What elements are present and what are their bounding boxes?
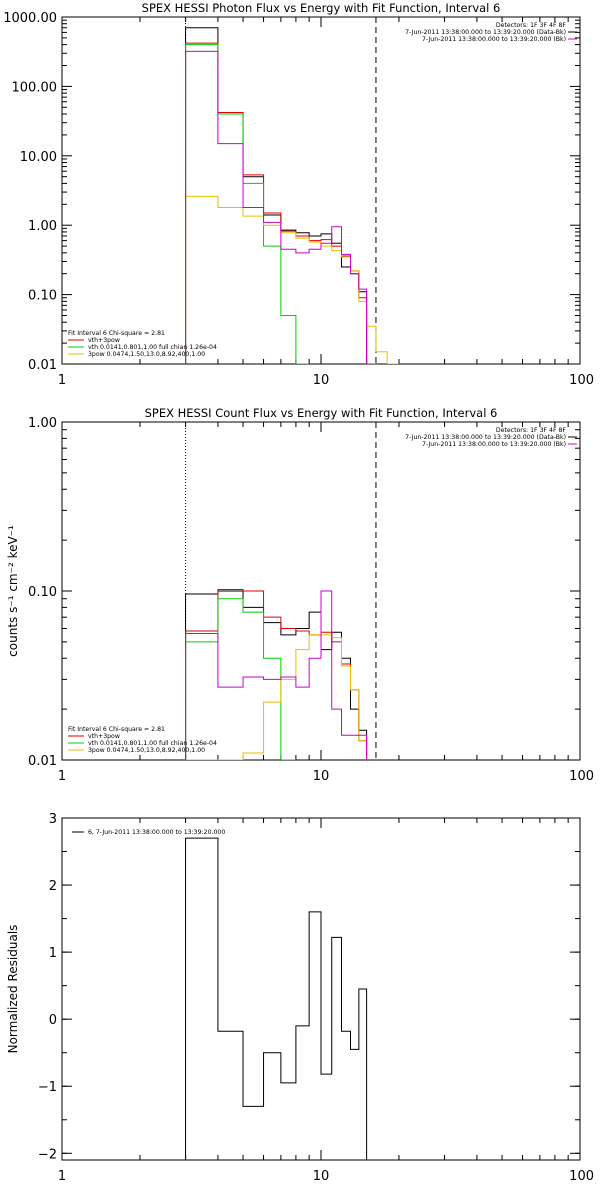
legend-entry: vth+3pow — [88, 337, 120, 344]
legend-entry: 6, 7-Jun-2011 13:38:00.000 to 13:39:20.0… — [88, 829, 225, 836]
series-0-histogram — [185, 590, 368, 760]
y-tick-label: 1000.00 — [3, 11, 57, 26]
y-tick-label: 100.00 — [12, 80, 58, 95]
annotation-line: Detectors: 1F 3F 4F 8F — [496, 22, 567, 29]
series-group — [185, 27, 399, 364]
annotation-line: 7-Jun-2011 13:38:00.000 to 13:39:20.000 … — [422, 36, 566, 43]
legend-entry: 3pow 0.0474,1.50,13.0,8.92,400,1.00 — [88, 351, 205, 358]
count-flux-panel: SPEX HESSI Count Flux vs Energy with Fit… — [6, 406, 594, 784]
plot-frame — [61, 16, 581, 365]
y-tick-label: 0 — [49, 1013, 57, 1028]
x-tick-label: 1 — [58, 1169, 66, 1184]
series-1-histogram — [185, 589, 368, 760]
x-tick-label: 1 — [58, 769, 66, 784]
y-tick-label: −1 — [38, 1080, 57, 1095]
series-4-histogram — [185, 50, 376, 364]
x-tick-label: 100 — [569, 1169, 594, 1184]
y-tick-label: 1.00 — [28, 219, 57, 234]
series-group — [185, 589, 368, 760]
series-group — [185, 837, 368, 1160]
y-tick-label: 3 — [49, 812, 57, 827]
chart-title: SPEX HESSI Count Flux vs Energy with Fit… — [145, 406, 498, 420]
y-tick-label: 0.01 — [28, 754, 57, 769]
x-tick-label: 100 — [569, 373, 594, 388]
series-3-histogram — [185, 634, 368, 760]
legend-entry: vth 0.0141,0.801,1.00 full chian 1.26e-0… — [88, 344, 217, 351]
y-tick-label: 2 — [49, 879, 57, 894]
y-tick-label: 0.01 — [28, 358, 57, 373]
y-axis-label: counts s⁻¹ cm⁻² keV⁻¹ — [6, 525, 20, 657]
legend-entry: vth+3pow — [88, 733, 120, 740]
series-2-histogram — [185, 44, 310, 364]
x-tick-label: 10 — [313, 1169, 330, 1184]
series-0-histogram — [185, 27, 368, 364]
series-4-histogram — [185, 590, 368, 760]
y-tick-label: 10.00 — [20, 150, 57, 165]
legend-entry: 3pow 0.0474,1.50,13.0,8.92,400,1.00 — [88, 747, 205, 754]
annotation-line: 7-Jun-2011 13:38:00.000 to 13:39:20.000 … — [405, 29, 566, 36]
y-tick-label: 1 — [49, 946, 57, 961]
annotation-line: 7-Jun-2011 13:38:00.000 to 13:39:20.000 … — [405, 434, 566, 441]
y-tick-label: 0.10 — [28, 585, 57, 600]
x-tick-label: 1 — [58, 373, 66, 388]
x-tick-label: 100 — [569, 769, 594, 784]
x-tick-label: 10 — [313, 769, 330, 784]
legend-header: Fit Interval 6 Chi-square = 2.81 — [68, 726, 165, 733]
series-0-histogram — [185, 837, 368, 1160]
chart-title: SPEX HESSI Photon Flux vs Energy with Fi… — [142, 1, 501, 15]
x-tick-label: 10 — [313, 373, 330, 388]
legend-header: Fit Interval 6 Chi-square = 2.81 — [68, 330, 165, 337]
y-tick-label: 0.10 — [28, 289, 57, 304]
y-tick-label: −2 — [38, 1147, 57, 1162]
legend-entry: vth 0.0141,0.801,1.00 full chian 1.26e-0… — [88, 740, 217, 747]
y-axis-label: Normalized Residuals — [6, 925, 20, 1054]
annotation-line: 7-Jun-2011 13:38:00.000 to 13:39:20.000 … — [422, 441, 566, 448]
annotation-line: Detectors: 1F 3F 4F 8F — [496, 427, 567, 434]
y-tick-label: 1.00 — [28, 416, 57, 431]
series-1-histogram — [185, 42, 368, 364]
photon-flux-panel: SPEX HESSI Photon Flux vs Energy with Fi… — [3, 1, 594, 388]
